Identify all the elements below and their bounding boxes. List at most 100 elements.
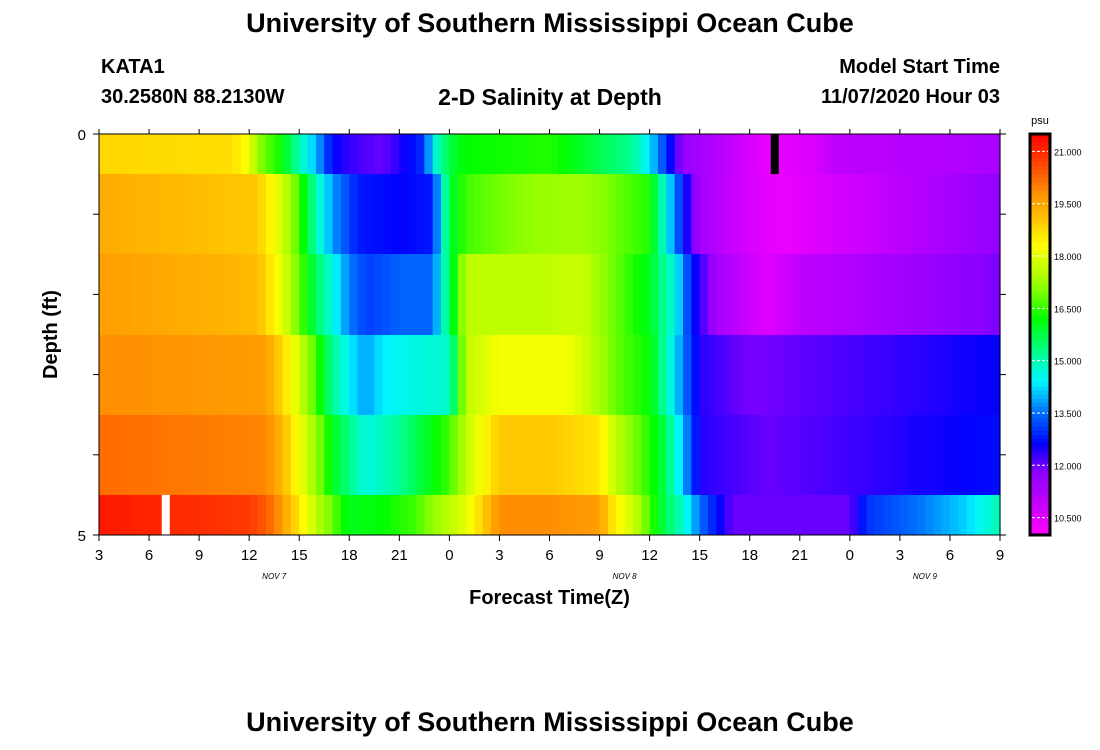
heatmap-cell [541, 495, 551, 535]
heatmap-cell [265, 174, 275, 254]
heatmap-cell [115, 134, 125, 174]
heatmap-cell [416, 415, 425, 495]
heatmap-cell [524, 174, 534, 254]
heatmap-cell [382, 335, 392, 415]
heatmap-cell [949, 254, 959, 335]
heatmap-cell [190, 335, 200, 415]
heatmap-cell [574, 415, 584, 495]
heatmap-cell [315, 254, 325, 335]
heatmap-cell [199, 415, 209, 495]
heatmap-cell [824, 335, 834, 415]
heatmap-cell [674, 174, 684, 254]
heatmap-cell [466, 415, 476, 495]
heatmap-cell [758, 335, 767, 415]
heatmap-cell [591, 415, 601, 495]
heatmap-cell [424, 495, 434, 535]
heatmap-cell [115, 174, 125, 254]
colorbar-tick-label: 13.500 [1054, 409, 1082, 419]
heatmap-cell [290, 174, 300, 254]
heatmap-cell [307, 495, 317, 535]
heatmap-cell [891, 415, 901, 495]
heatmap-cell [816, 134, 826, 174]
heatmap-cell [966, 174, 976, 254]
heatmap-cell [290, 254, 300, 335]
heatmap-cell [674, 415, 684, 495]
heatmap-cell [324, 335, 334, 415]
heatmap-cell [841, 254, 851, 335]
heatmap-cell [891, 134, 901, 174]
heatmap-cell [866, 495, 876, 535]
x-tick-label: 21 [791, 547, 808, 564]
heatmap-cell [374, 134, 384, 174]
heatmap-cell [966, 335, 976, 415]
heatmap-cell [149, 134, 158, 174]
heatmap-cell [132, 254, 142, 335]
colorbar-tick-label: 10.500 [1054, 514, 1082, 524]
heatmap-cell [416, 174, 425, 254]
colorbar-segment [1030, 486, 1050, 492]
heatmap-cell [449, 415, 459, 495]
heatmap-cell [299, 495, 309, 535]
heatmap-cell [457, 415, 467, 495]
page-title: University of Southern Mississippi Ocean… [246, 8, 854, 38]
heatmap-cell [399, 495, 409, 535]
heatmap-cell [883, 335, 893, 415]
colorbar-segment [1030, 254, 1050, 259]
heatmap-cell [641, 495, 651, 535]
heatmap-cell [816, 254, 826, 335]
heatmap-cell [758, 415, 767, 495]
heatmap-cell [174, 174, 184, 254]
heatmap-cell [582, 335, 592, 415]
colorbar-segment [1030, 342, 1050, 348]
heatmap-cell [758, 254, 767, 335]
heatmap-cell [682, 174, 692, 254]
heatmap-cell [708, 174, 717, 254]
heatmap-cell [199, 335, 209, 415]
heatmap-cell [657, 134, 667, 174]
colorbar-segment [1030, 202, 1050, 207]
heatmap-cell [741, 174, 751, 254]
heatmap-cell [766, 495, 776, 535]
heatmap-cell [482, 254, 492, 335]
heatmap-cell [574, 134, 584, 174]
heatmap-cell [165, 134, 175, 174]
heatmap-cell [340, 134, 350, 174]
heatmap-cell [733, 335, 742, 415]
heatmap-cell [332, 415, 342, 495]
heatmap-cell [249, 134, 259, 174]
heatmap-cell [933, 495, 943, 535]
heatmap-cell [357, 254, 367, 335]
heatmap-cell [265, 415, 275, 495]
x-tick-label: 3 [495, 547, 503, 564]
colorbar-segment [1030, 266, 1050, 271]
colorbar-segment [1030, 454, 1050, 460]
heatmap-cell [332, 134, 342, 174]
heatmap-cell [724, 335, 734, 415]
heatmap-cell [791, 415, 801, 495]
colorbar-segment [1030, 350, 1050, 356]
heatmap-cell [557, 335, 567, 415]
heatmap-cell [924, 254, 934, 335]
colorbar-segment [1030, 370, 1050, 376]
heatmap-cell [783, 415, 793, 495]
heatmap-cell [491, 335, 501, 415]
heatmap-cell [115, 254, 125, 335]
heatmap-cell [666, 335, 676, 415]
colorbar-segment [1030, 434, 1050, 440]
heatmap-cell [941, 335, 951, 415]
heatmap-cell [382, 495, 392, 535]
colorbar-segment [1030, 158, 1050, 163]
heatmap-cell [866, 254, 876, 335]
heatmap-cell [449, 495, 459, 535]
heatmap-cell [791, 335, 801, 415]
heatmap-cell [424, 415, 434, 495]
heatmap-cell [657, 254, 667, 335]
heatmap-cell [858, 415, 868, 495]
heatmap-cell [124, 495, 133, 535]
heatmap-cell [374, 415, 384, 495]
heatmap-cell [657, 415, 667, 495]
heatmap-cell [407, 254, 417, 335]
heatmap-cell [382, 254, 392, 335]
heatmap-cell [599, 415, 609, 495]
